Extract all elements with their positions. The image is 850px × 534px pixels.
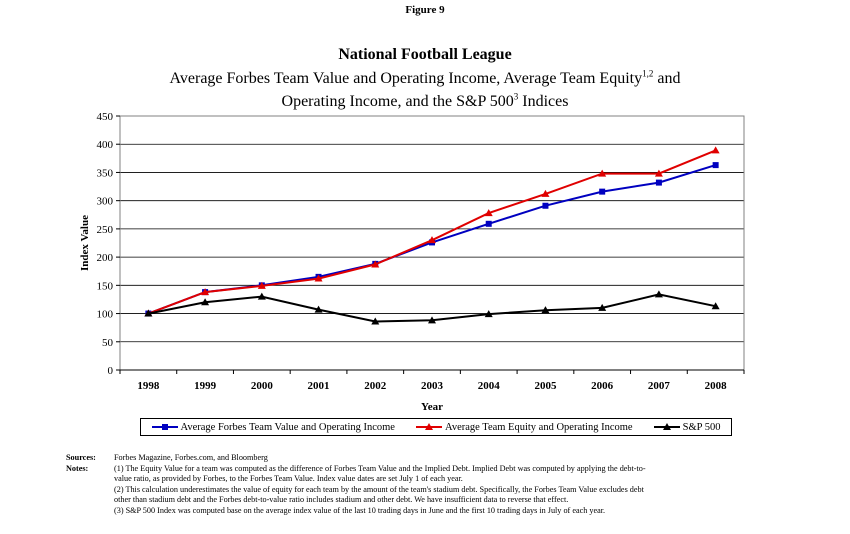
sources-row: Sources: Forbes Magazine, Forbes.com, an… [66,453,756,464]
note-line: value ratio, as provided by Forbes, to t… [114,474,463,483]
y-tick-label: 400 [97,139,114,151]
subtitle-superscript-b: 3 [513,91,519,102]
data-point [371,317,380,325]
data-point [598,169,607,177]
notes-text: (1) The Equity Value for a team was comp… [114,464,756,517]
y-tick-label: 250 [97,224,114,236]
legend-swatch-marker [662,423,671,430]
data-point [542,202,549,209]
subtitle-text-c: Operating Income, and the S&P 500 [281,93,514,110]
legend-item: S&P 500 [653,421,721,433]
chart-legend: Average Forbes Team Value and Operating … [140,418,732,436]
y-tick-label: 0 [108,365,114,377]
subtitle-text-b: and [653,70,681,87]
legend-label: Average Forbes Team Value and Operating … [180,421,395,433]
series-line [148,149,716,315]
y-tick-label: 200 [97,252,114,264]
series-1 [144,146,720,317]
data-point [655,179,662,186]
subtitle-superscript-a: 1,2 [642,68,654,79]
line-chart: 0 50 100 150 200 250 300 350 400 450 1998 1999 2000… [79,111,745,413]
data-point [654,290,663,298]
x-tick-label: 2008 [705,380,728,392]
x-tick-label: 2007 [648,380,671,392]
data-point [314,305,323,313]
data-point [201,288,210,296]
x-tick-label: 2005 [534,380,557,392]
chart-title: National Football League [338,46,512,63]
legend-swatch [653,423,680,430]
data-point [541,306,550,314]
x-tick-label: 2001 [308,380,330,392]
data-point [428,316,436,324]
chart-subtitle-line1: Average Forbes Team Value and Operating … [0,68,850,88]
data-point [201,298,210,306]
data-point [484,209,493,217]
data-point [371,260,380,268]
data-point [599,188,606,195]
subtitle-text-d: Indices [518,93,569,110]
y-tick-label: 350 [97,167,114,179]
note-line: (1) The Equity Value for a team was comp… [114,463,646,473]
legend-item: Average Team Equity and Operating Income [416,422,633,433]
notes-section: Sources: Forbes Magazine, Forbes.com, an… [66,453,756,516]
y-axis-ticks: 0 50 100 150 200 250 300 350 400 450 [97,111,120,377]
x-tick-label: 2003 [421,380,444,392]
sources-label: Sources: [66,453,96,462]
data-point [428,236,436,244]
series-2 [144,290,720,325]
series-layer [144,146,720,325]
data-point [484,310,493,318]
x-tick-label: 1999 [194,380,217,392]
data-point [541,189,550,197]
legend-label: S&P 500 [682,421,721,433]
figure-label: Figure 9 [405,4,445,16]
data-point [485,220,492,227]
y-tick-label: 50 [102,337,114,349]
chart-subtitle-line2: Operating Income, and the S&P 5003 Indic… [0,91,850,111]
note-line: (2) This calculation underestimates the … [114,484,644,494]
gridlines [120,115,744,343]
data-point [598,303,607,311]
data-point [144,309,153,317]
data-point [711,302,720,310]
notes-row: Notes: (1) The Equity Value for a team w… [66,464,756,517]
y-tick-label: 150 [97,280,114,292]
data-point [314,274,323,282]
data-point [711,146,720,154]
note-line: (3) S&P 500 Index was computed base on t… [114,505,606,515]
data-point [257,281,266,289]
legend-item: Average Forbes Team Value and Operating … [151,421,395,433]
x-tick-label: 2004 [478,380,501,392]
x-tick-label: 2002 [364,380,387,392]
legend-swatch [416,423,443,430]
data-point [712,162,719,169]
x-tick-label: 2000 [251,380,274,392]
x-axis-label: Year [421,401,443,413]
legend-label: Average Team Equity and Operating Income [445,421,633,433]
subtitle-text-a: Average Forbes Team Value and Operating … [169,70,643,87]
data-point [654,169,663,177]
y-tick-label: 450 [97,111,114,123]
y-tick-label: 100 [97,309,114,321]
y-tick-label: 300 [97,196,114,208]
legend-swatch-marker [161,424,168,430]
y-axis-label: Index Value [79,215,91,271]
data-point [257,292,266,300]
note-line: other than stadium debt and the Forbes d… [114,495,569,504]
x-tick-label: 2006 [591,380,614,392]
x-tick-label: 1998 [137,380,160,392]
legend-swatch-marker [425,423,434,430]
x-axis-ticks: 1998 1999 2000 2001 2002 2003 2004 2005 2006 2007… [119,369,745,392]
legend-swatch [151,424,178,430]
sources-text: Forbes Magazine, Forbes.com, and Bloombe… [114,453,268,462]
notes-label: Notes: [66,463,89,473]
